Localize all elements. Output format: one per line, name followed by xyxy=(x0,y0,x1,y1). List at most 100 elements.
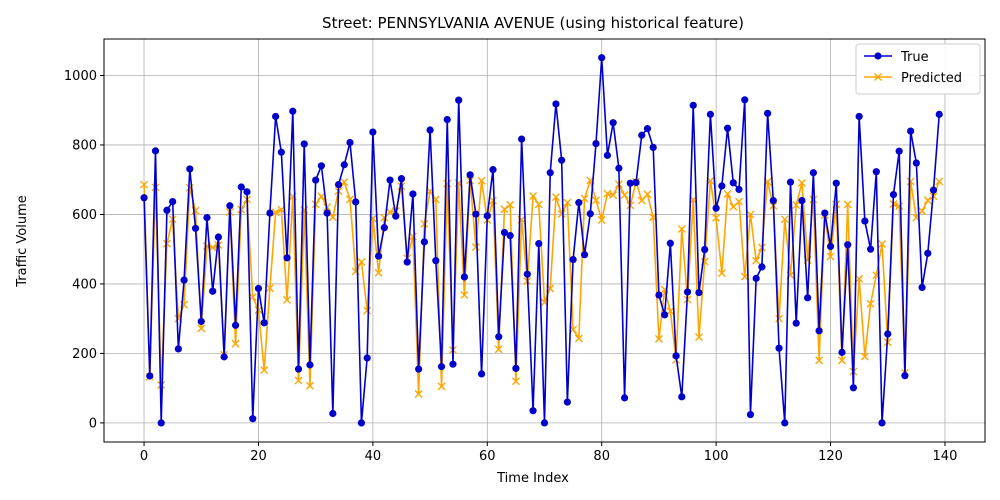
data-point-true xyxy=(609,119,617,127)
data-point-true xyxy=(872,168,880,176)
data-point-true xyxy=(300,140,308,148)
data-point-true xyxy=(237,183,245,191)
data-point-true xyxy=(769,196,777,205)
data-point-true xyxy=(277,148,285,156)
data-point-true xyxy=(689,101,697,109)
data-point-true xyxy=(901,372,909,380)
data-point-true xyxy=(340,161,348,169)
data-point-true xyxy=(764,109,772,117)
data-point-predicted xyxy=(712,213,721,222)
data-point-predicted xyxy=(775,314,784,323)
data-point-true xyxy=(397,175,406,183)
data-point-true xyxy=(615,164,623,172)
data-point-true xyxy=(723,124,732,132)
data-point-true xyxy=(483,212,491,220)
chart-title: Street: PENNSYLVANIA AVENUE (using histo… xyxy=(322,14,744,32)
data-point-predicted xyxy=(637,196,646,205)
data-point-true xyxy=(489,166,497,174)
y-tick-label: 800 xyxy=(72,138,97,153)
data-point-true xyxy=(741,96,749,104)
data-point-true xyxy=(363,354,371,362)
data-point-true xyxy=(809,169,817,177)
data-point-predicted xyxy=(414,390,423,399)
data-point-predicted xyxy=(752,256,761,265)
data-point-predicted xyxy=(677,225,686,234)
data-point-true xyxy=(254,284,263,293)
data-point-true xyxy=(718,182,726,190)
data-point-predicted xyxy=(878,239,887,248)
data-point-true xyxy=(598,54,606,62)
data-point-predicted xyxy=(837,356,846,365)
data-point-true xyxy=(558,156,566,164)
data-point-true xyxy=(329,409,337,418)
data-point-true xyxy=(203,213,211,222)
data-point-predicted xyxy=(735,197,744,206)
legend-marker-true xyxy=(874,52,882,60)
data-point-true xyxy=(140,194,148,202)
y-tick-label: 0 xyxy=(89,416,97,431)
data-point-true xyxy=(798,196,806,205)
data-point-predicted xyxy=(363,306,372,315)
data-point-true xyxy=(826,242,835,251)
data-point-true xyxy=(151,147,160,155)
data-point-true xyxy=(180,276,188,284)
data-point-true xyxy=(466,171,474,179)
data-point-true xyxy=(420,238,428,246)
legend-marker-predicted xyxy=(874,73,882,81)
data-point-true xyxy=(729,179,737,187)
data-point-true xyxy=(918,283,926,292)
data-point-predicted xyxy=(534,200,543,209)
data-point-true xyxy=(849,384,858,392)
data-point-true xyxy=(409,190,417,198)
data-point-true xyxy=(477,370,486,378)
grid-lines xyxy=(104,39,985,442)
data-point-true xyxy=(666,239,674,247)
x-tick-label: 40 xyxy=(365,449,382,464)
data-point-true xyxy=(226,202,234,210)
data-point-predicted xyxy=(797,178,806,187)
data-point-predicted xyxy=(792,201,801,210)
data-point-true xyxy=(895,147,903,155)
data-point-true xyxy=(260,319,268,327)
data-point-true xyxy=(443,116,451,124)
data-point-predicted xyxy=(328,213,337,222)
data-point-true xyxy=(924,249,932,257)
data-point-predicted xyxy=(780,215,789,224)
data-point-predicted xyxy=(603,189,612,198)
data-point-true xyxy=(283,254,291,262)
x-tick-label: 20 xyxy=(250,449,267,464)
data-point-true xyxy=(495,333,503,341)
data-point-true xyxy=(449,360,457,368)
data-point-true xyxy=(306,361,314,369)
data-point-true xyxy=(174,345,182,353)
data-point-predicted xyxy=(935,177,944,186)
data-point-predicted xyxy=(580,194,589,203)
data-point-true xyxy=(506,232,514,240)
data-point-predicted xyxy=(237,205,246,214)
x-tick-label: 140 xyxy=(933,449,958,464)
data-point-predicted xyxy=(506,200,515,209)
data-point-predicted xyxy=(477,176,486,185)
data-point-predicted xyxy=(140,180,149,189)
data-point-true xyxy=(861,217,869,225)
data-point-predicted xyxy=(374,268,383,277)
data-point-true xyxy=(672,352,680,360)
data-point-true xyxy=(661,311,669,319)
data-point-true xyxy=(392,212,400,220)
data-point-true xyxy=(346,138,354,147)
data-point-true xyxy=(746,410,755,419)
data-point-true xyxy=(643,125,652,133)
data-point-predicted xyxy=(895,202,904,211)
data-point-predicted xyxy=(408,232,417,241)
data-point-predicted xyxy=(620,190,629,199)
data-point-true xyxy=(775,344,783,352)
data-point-true xyxy=(415,365,423,373)
data-point-true xyxy=(552,100,560,108)
data-point-true xyxy=(832,179,840,187)
data-point-predicted xyxy=(740,272,749,281)
data-point-true xyxy=(638,131,646,139)
data-point-true xyxy=(266,209,274,217)
data-point-predicted xyxy=(511,377,520,386)
legend-label-true: True xyxy=(900,50,929,65)
